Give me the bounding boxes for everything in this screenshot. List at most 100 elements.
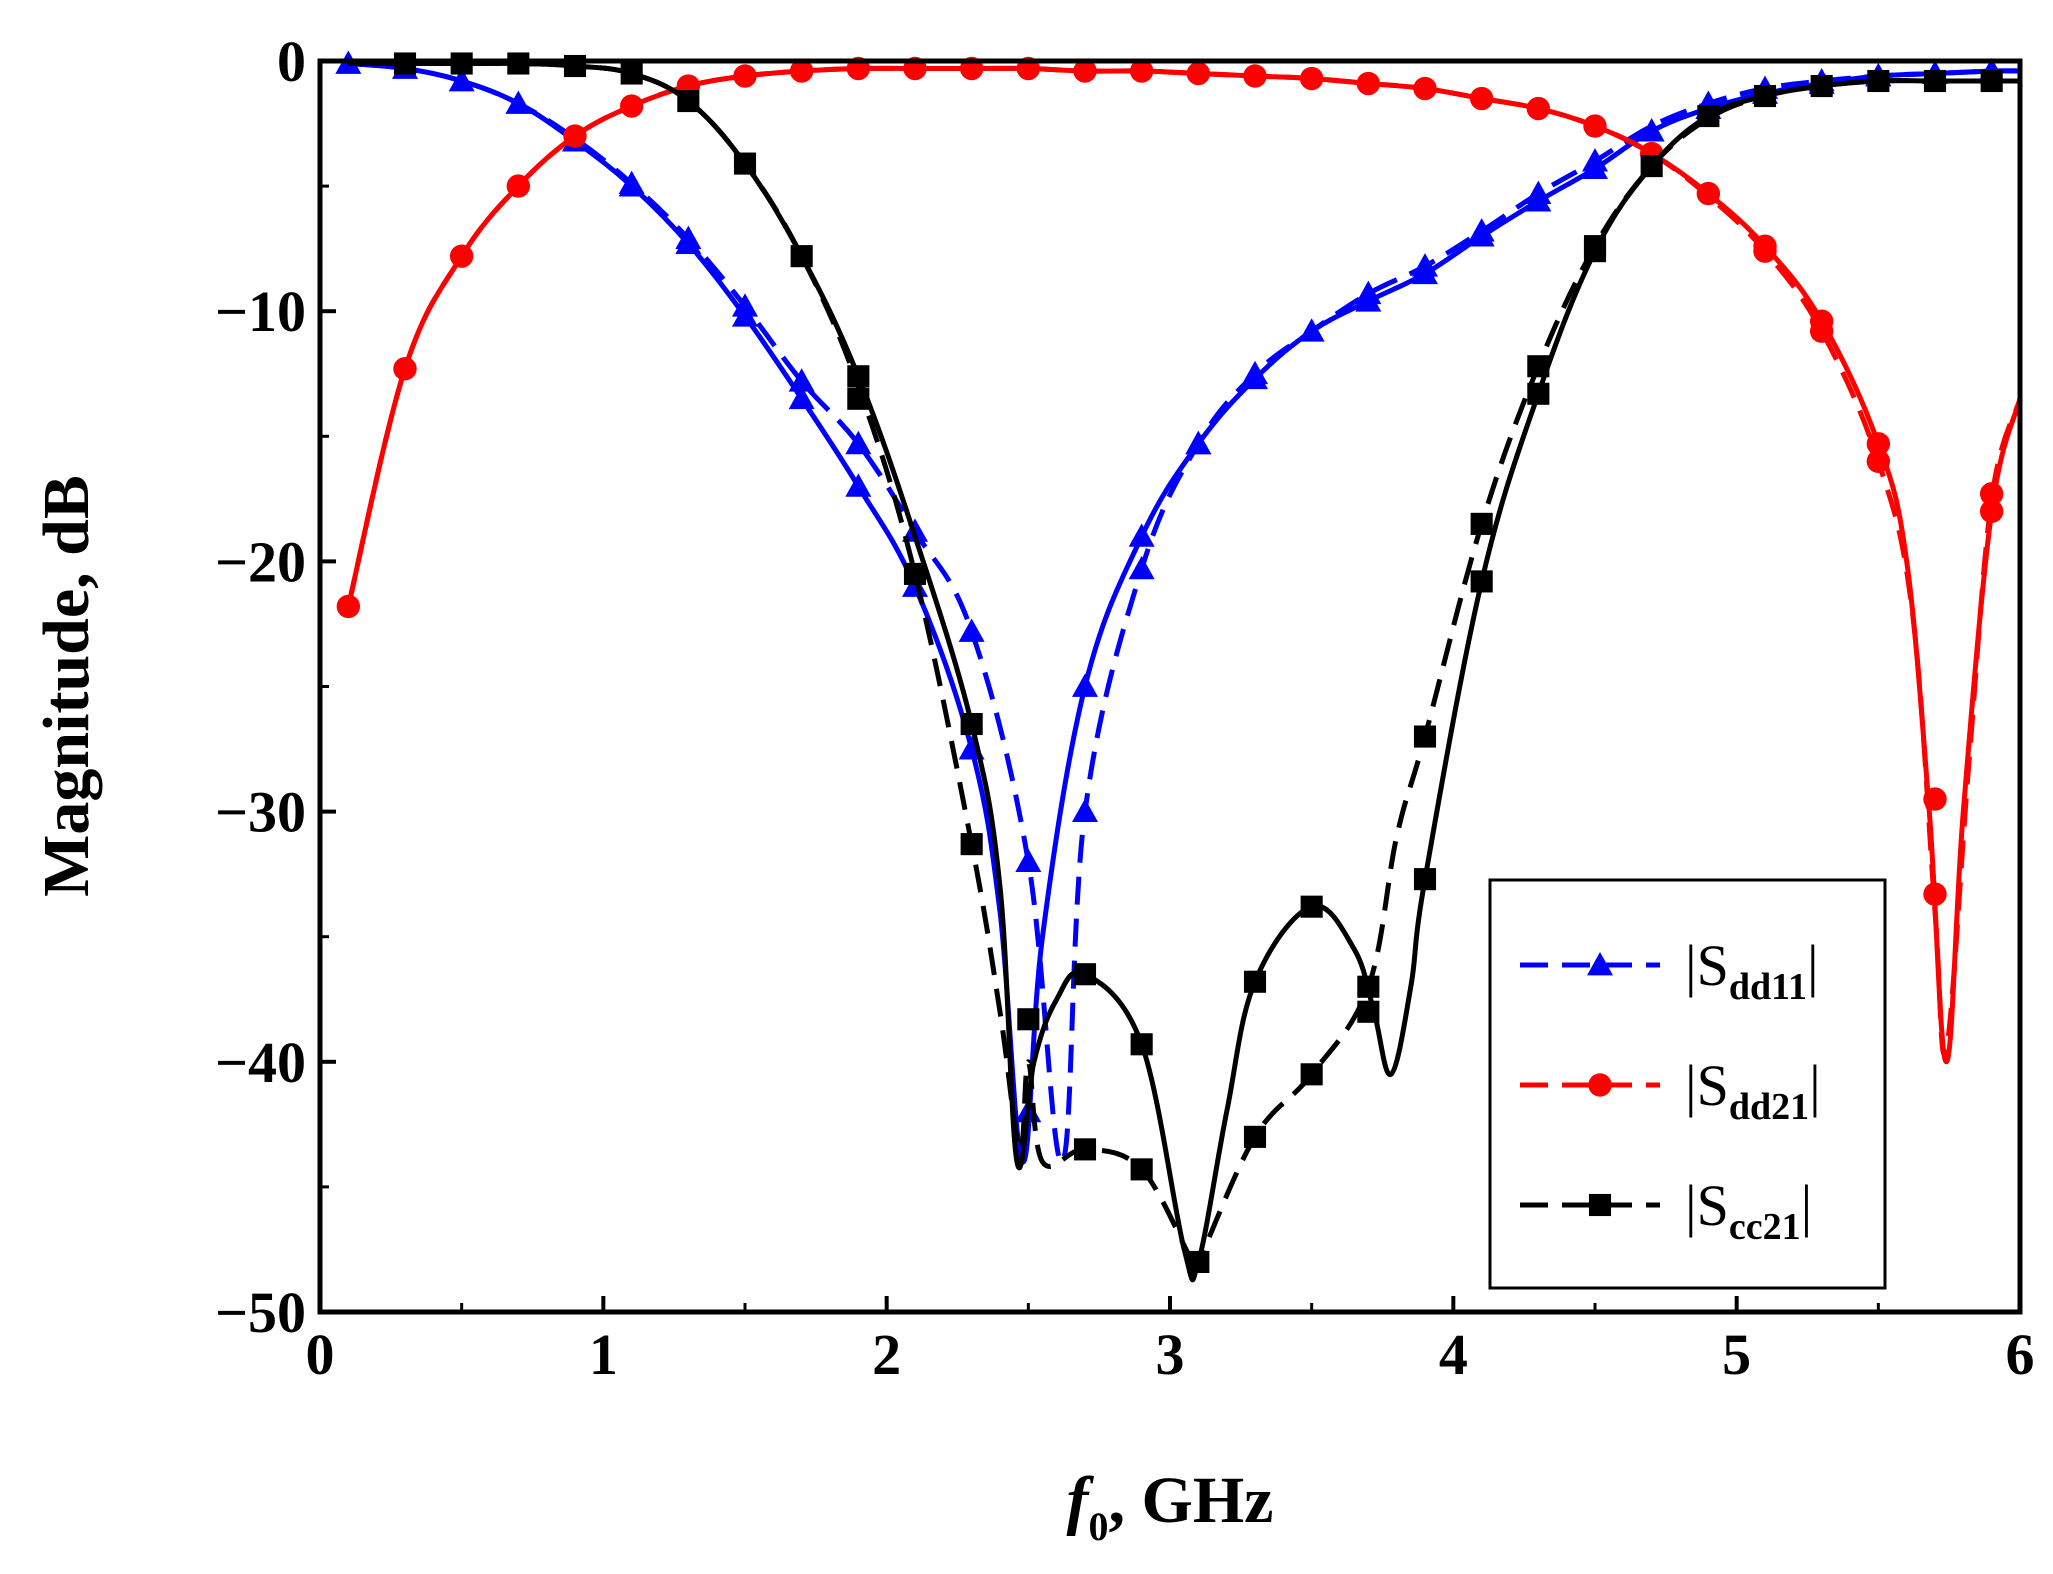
data-point [393, 357, 417, 381]
ticks-layer: 0 1 2 3 4 5 6 0 −10 −20 −30 −40 −50 [215, 29, 2035, 1387]
legend-entry: |Sdd11| [1520, 933, 1819, 1008]
data-point [1640, 155, 1663, 178]
data-point [1355, 288, 1382, 312]
data-point [1810, 74, 1833, 98]
data-point [1072, 798, 1098, 822]
data-point [1356, 71, 1381, 96]
data-point [847, 365, 870, 388]
data-point [1130, 1158, 1153, 1181]
data-point [1469, 86, 1494, 111]
x-tick-label: 0 [306, 1322, 335, 1387]
data-point [845, 430, 872, 455]
data-point [733, 152, 757, 175]
data-point [845, 473, 872, 497]
data-point [1128, 523, 1155, 547]
data-point [1979, 482, 2004, 506]
data-point [1073, 1138, 1097, 1161]
x-axis-title: f0, GHz [1067, 1464, 1274, 1549]
data-point [563, 54, 587, 78]
data-point [336, 594, 361, 619]
data-point [1582, 155, 1608, 179]
data-point [960, 712, 983, 736]
legend-label: |Sdd11| [1685, 933, 1819, 1008]
data-point [789, 59, 814, 83]
y-tick-label: −30 [215, 780, 306, 845]
data-point [1866, 432, 1891, 456]
legend-entry: |Scc21| [1520, 1173, 1812, 1248]
data-point [847, 387, 870, 410]
data-point [393, 52, 417, 75]
data-point [1468, 223, 1495, 247]
data-point [1583, 114, 1607, 138]
data-point [675, 230, 702, 255]
data-point [1867, 69, 1890, 93]
data-point [1753, 234, 1777, 258]
data-point [1753, 84, 1777, 108]
legend-marker [1587, 952, 1613, 976]
data-point [1923, 787, 1947, 811]
data-point [788, 368, 815, 392]
legend-entry: |Sdd21| [1520, 1053, 1821, 1128]
data-point [790, 245, 813, 268]
data-point [677, 89, 700, 113]
data-point [1298, 318, 1325, 342]
data-point [1072, 673, 1098, 697]
x-axis-title-sub: 0 [1089, 1504, 1109, 1549]
data-point [620, 62, 643, 85]
data-point [1526, 96, 1551, 121]
data-point [1696, 181, 1721, 206]
data-point [1809, 309, 1834, 333]
series-cc21 [348, 52, 2020, 1283]
data-point [1470, 570, 1493, 593]
data-point [450, 52, 473, 75]
data-point [1583, 240, 1607, 263]
data-point [1185, 430, 1212, 455]
data-point [1243, 1125, 1267, 1148]
x-tick-label: 3 [1156, 1322, 1185, 1387]
data-point [960, 833, 983, 856]
legend-label: |Scc21| [1685, 1173, 1812, 1248]
data-point [1413, 76, 1437, 101]
data-point [1015, 848, 1042, 873]
data-point [1300, 895, 1323, 918]
data-point [1923, 882, 1947, 906]
data-point [1470, 512, 1493, 535]
data-point [903, 562, 927, 585]
data-point [1242, 365, 1268, 390]
data-point [788, 385, 815, 410]
data-point [1243, 64, 1267, 88]
x-tick-label: 2 [872, 1322, 901, 1387]
data-point [1638, 118, 1665, 142]
data-point [1980, 69, 2003, 93]
data-point [1527, 382, 1550, 405]
data-point [732, 303, 758, 327]
data-point [1412, 260, 1438, 285]
data-point [618, 173, 645, 197]
x-tick-label: 6 [2006, 1322, 2035, 1387]
legend-marker [1588, 1193, 1612, 1217]
y-axis-title: Magnitude, dB [30, 475, 103, 897]
y-tick-label: −10 [215, 279, 306, 344]
data-point [506, 174, 531, 198]
data-point [449, 244, 474, 268]
y-tick-label: −20 [215, 529, 306, 594]
data-point [1017, 1008, 1040, 1031]
legend: |Sdd11| |Sdd21| |Scc21| [1488, 878, 1887, 1290]
y-tick-label: −40 [215, 1030, 306, 1095]
y-tick-label: −50 [215, 1280, 306, 1345]
data-point [619, 94, 644, 118]
data-point [1187, 1250, 1210, 1274]
data-point [1923, 69, 1947, 93]
data-point [448, 68, 475, 92]
x-tick-label: 5 [1722, 1322, 1751, 1387]
data-point [1413, 868, 1437, 891]
data-point [563, 124, 587, 148]
data-point [733, 64, 757, 88]
data-point [1300, 1063, 1323, 1086]
data-point [1357, 975, 1380, 998]
data-point [1697, 104, 1720, 128]
legend-label: |Sdd21| [1685, 1053, 1821, 1128]
data-point [1413, 725, 1437, 748]
data-point [1073, 963, 1097, 986]
